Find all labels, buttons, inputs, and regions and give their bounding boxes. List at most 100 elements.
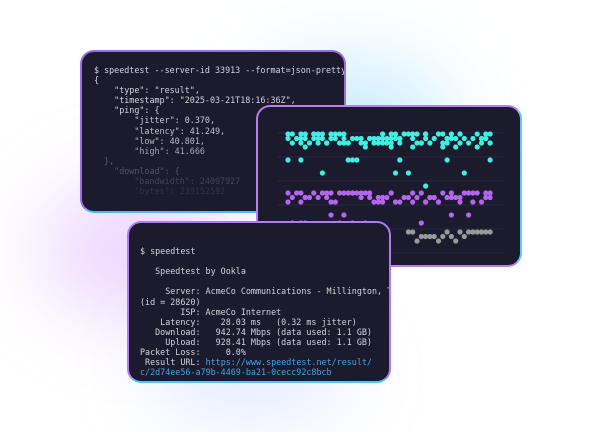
data-dot — [354, 135, 360, 142]
json-line: "download": { — [94, 165, 180, 176]
data-dot — [302, 135, 308, 142]
heading: Speedtest by Ookla — [140, 266, 246, 277]
data-dot — [306, 194, 313, 201]
data-dot — [474, 229, 480, 235]
data-dot — [461, 170, 467, 176]
data-dot — [440, 140, 446, 146]
data-dot — [440, 190, 446, 196]
data-dot — [414, 131, 420, 137]
data-dot — [392, 135, 399, 142]
data-dot — [388, 131, 394, 137]
data-dot — [319, 135, 325, 142]
data-dot — [289, 131, 295, 137]
data-dot — [478, 135, 485, 142]
data-dot — [349, 135, 356, 142]
data-dot — [448, 131, 454, 137]
data-dot — [315, 140, 321, 146]
json-output: $ speedtest --server-id 33913 --format=j… — [94, 65, 344, 196]
data-dot — [461, 135, 467, 142]
data-dot — [410, 131, 416, 137]
json-line: "ping": { — [94, 105, 160, 116]
data-dot — [457, 194, 463, 201]
data-dot — [375, 194, 381, 201]
json-line: "latency": 41.249, — [94, 125, 226, 136]
result-url-link[interactable]: https://www.speedtest.net/result/ — [205, 357, 372, 368]
data-dot — [315, 131, 321, 137]
data-dot — [306, 140, 313, 146]
data-dot — [375, 140, 381, 146]
result-line: Packet Loss: 0.0% — [140, 347, 246, 358]
data-dot — [311, 131, 317, 137]
data-dot — [337, 140, 343, 146]
data-dot — [319, 170, 325, 176]
data-dot — [302, 144, 308, 150]
json-line: "low": 40.801, — [94, 135, 205, 146]
data-dot — [448, 194, 454, 201]
data-dot — [341, 140, 347, 146]
data-dot — [414, 194, 420, 201]
data-dot — [392, 170, 399, 176]
data-dot — [418, 140, 424, 146]
data-dot — [487, 157, 493, 163]
data-dot — [371, 140, 377, 146]
data-dot — [397, 157, 403, 163]
result-url-label: Result URL: — [140, 357, 206, 368]
data-dot — [294, 190, 300, 196]
data-dot — [440, 131, 446, 137]
data-dot — [384, 140, 390, 146]
json-line: "timestamp": "2025-03-21T18:16:36Z", — [94, 95, 296, 106]
data-dot — [466, 212, 472, 218]
data-dot — [298, 190, 304, 196]
data-dot — [487, 194, 493, 201]
data-dot — [285, 135, 291, 142]
data-dot — [380, 194, 386, 201]
json-line: }, — [94, 155, 115, 166]
data-dot — [285, 131, 291, 137]
data-dot — [487, 140, 493, 146]
data-dot — [423, 131, 429, 137]
data-dot — [427, 194, 433, 201]
data-dot — [444, 135, 450, 142]
data-dot — [440, 144, 446, 150]
cli-terminal-window: $ speedtest Speedtest by Ookla Server: A… — [127, 221, 391, 383]
data-dot — [423, 135, 429, 142]
data-dot — [487, 131, 493, 137]
data-dot — [311, 190, 317, 196]
data-dot — [470, 229, 476, 235]
data-dot — [337, 190, 343, 196]
data-dot — [328, 212, 334, 218]
data-dot — [362, 140, 368, 146]
data-dot — [371, 135, 377, 142]
data-dot — [332, 199, 338, 205]
data-dot — [328, 190, 334, 196]
data-dot — [341, 135, 347, 142]
data-dot — [483, 135, 489, 142]
data-dot — [380, 199, 386, 205]
data-dot — [423, 233, 429, 240]
data-dot — [397, 135, 403, 142]
data-dot — [405, 131, 411, 137]
data-dot — [423, 199, 429, 205]
json-line: "high": 41.666 — [94, 145, 205, 156]
data-dot — [362, 144, 368, 150]
data-dot — [362, 190, 368, 196]
data-dot — [397, 140, 403, 146]
data-dot — [410, 199, 416, 205]
data-dot — [358, 140, 364, 146]
data-dot — [474, 144, 480, 150]
result-url-link-continued[interactable]: c/2d74ee56-a79b-4469-ba21-0cecc92c8bcb — [140, 367, 332, 378]
json-line: { — [94, 75, 100, 86]
data-dot — [345, 190, 351, 196]
data-dot — [315, 135, 321, 142]
data-dot — [319, 190, 325, 196]
data-dot — [423, 183, 429, 189]
data-dot — [341, 190, 347, 196]
result-line: ISP: AcmeCo Internet — [140, 306, 282, 317]
data-dot — [435, 131, 442, 137]
data-dot — [324, 140, 330, 146]
data-dot — [375, 199, 381, 205]
data-dot — [431, 233, 437, 240]
data-dot — [457, 199, 463, 205]
data-dot — [474, 131, 480, 137]
data-dot — [349, 190, 356, 196]
